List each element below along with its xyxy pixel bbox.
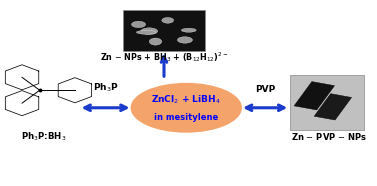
Ellipse shape <box>162 17 174 23</box>
Text: Ph$_3$P: Ph$_3$P <box>93 81 118 94</box>
Ellipse shape <box>181 28 196 32</box>
Text: Ph$_3$P:BH$_3$: Ph$_3$P:BH$_3$ <box>21 130 66 143</box>
Polygon shape <box>314 94 352 120</box>
Text: in mesitylene: in mesitylene <box>154 113 218 122</box>
Ellipse shape <box>149 38 162 45</box>
Ellipse shape <box>136 31 156 34</box>
Ellipse shape <box>141 28 158 34</box>
Ellipse shape <box>177 37 193 43</box>
Ellipse shape <box>130 83 242 133</box>
Text: ZnCl$_2$ + LiBH$_4$: ZnCl$_2$ + LiBH$_4$ <box>152 93 221 106</box>
FancyBboxPatch shape <box>290 75 365 130</box>
Polygon shape <box>294 82 334 110</box>
Text: PVP: PVP <box>255 85 275 94</box>
FancyBboxPatch shape <box>123 10 205 51</box>
Ellipse shape <box>132 21 146 28</box>
Text: Zn $-$ NPs + BH$_3$ + (B$_{12}$H$_{12}$)$^{2-}$: Zn $-$ NPs + BH$_3$ + (B$_{12}$H$_{12}$)… <box>100 50 228 64</box>
Text: Zn $-$ PVP $-$ NPs: Zn $-$ PVP $-$ NPs <box>291 131 367 142</box>
